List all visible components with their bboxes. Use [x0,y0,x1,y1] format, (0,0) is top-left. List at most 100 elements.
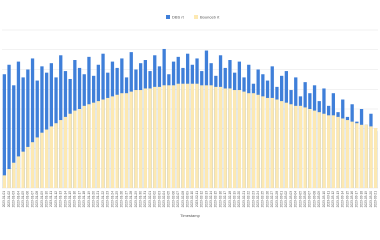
bar [134,90,138,188]
bar [120,93,124,188]
bar [35,80,39,188]
x-tick-label: 2023-01-20 [91,191,95,208]
bar [233,90,237,188]
bar [129,91,133,188]
x-tick-label: 2023-03-09 [317,191,321,208]
x-tick-label: 2023-02-27 [270,191,274,208]
x-tick-label: 2023-01-16 [73,191,77,208]
x-tick-label: 2023-02-13 [204,191,208,208]
bar [26,146,30,188]
bar [7,64,11,188]
bar [261,96,265,188]
bar [242,91,246,188]
bar [92,102,96,188]
x-tick-label: 2023-02-02 [153,191,157,208]
x-tick-label: 2023-01-19 [87,191,91,208]
bar [101,99,105,188]
x-tick-label: 2023-03-08 [312,191,316,208]
x-tick-label: 2023-02-10 [190,191,194,208]
x-tick-label: 2023-03-13 [336,191,340,208]
bar [49,63,53,188]
x-tick-label: 2023-02-07 [176,191,180,208]
x-tick-label: 2023-02-24 [256,191,260,208]
bar [162,85,166,188]
x-tick-label: 2023-01-31 [143,191,147,208]
bar [209,85,213,188]
x-tick-label: 2023-01-03 [12,191,16,208]
x-tick-label: 2023-01-18 [82,191,86,208]
x-tick-label: 2023-02-20 [237,191,241,208]
x-tick-label: 2023-01-05 [21,191,25,208]
bar [87,104,91,188]
x-tick-label: 2023-02-22 [247,191,251,208]
bar [322,113,326,188]
x-tick-label: 2023-01-23 [106,191,110,208]
bar [63,116,68,188]
x-tick-label: 2023-03-21 [373,191,377,208]
bar [181,83,185,188]
bar [200,85,204,188]
bar [374,127,378,188]
x-tick-label: 2023-02-08 [181,191,185,208]
x-tick-label: 2023-01-14 [63,191,67,208]
bar [345,120,350,188]
bar [256,94,260,188]
bar [16,156,21,188]
x-tick-label: 2023-02-12 [200,191,204,208]
x-tick-label: 2023-03-10 [322,191,326,208]
x-tick-label: 2023-02-06 [171,191,175,208]
bar [167,85,171,188]
bar [364,124,368,188]
bar [336,116,340,188]
x-tick-label: 2023-01-26 [120,191,124,208]
bar [350,121,354,188]
x-tick-label: 2023-02-03 [157,191,161,208]
bar [317,112,321,188]
legend-label: Bounceb rt [200,15,220,20]
bar [237,90,241,188]
x-tick-label: 2023-01-24 [110,191,114,208]
x-tick-label: 2023-02-05 [167,191,171,208]
bar [294,105,298,188]
legend-label: DBS rt [172,15,185,20]
legend-swatch [194,15,198,19]
x-tick-label: 2023-02-15 [214,191,218,208]
x-tick-label: 2023-01-28 [129,191,133,208]
x-tick-label: 2023-01-25 [115,191,119,208]
x-tick-label: 2023-03-07 [308,191,312,208]
bar [7,169,11,188]
bar [308,109,312,188]
x-tick-label: 2023-01-01 [2,191,6,208]
bar [124,93,129,188]
bar [96,101,100,188]
x-tick-label: 2023-01-07 [30,191,34,208]
x-tick-label: 2023-01-30 [138,191,142,208]
bar [289,104,293,188]
bar [298,105,303,188]
bar [82,105,86,188]
x-tick-label: 2023-02-23 [251,191,255,208]
x-tick-label: 2023-02-21 [242,191,246,208]
bar [77,109,82,188]
x-tick-label: 2023-03-18 [359,191,363,208]
x-tick-label: 2023-01-06 [26,191,30,208]
bar [284,102,288,188]
x-tick-label: 2023-02-26 [265,191,269,208]
x-tick-label: 2023-02-17 [223,191,227,208]
bar [190,83,194,188]
bar [148,88,152,188]
bar [251,93,256,188]
bar [30,58,35,188]
bar [143,88,147,188]
bar [35,137,39,188]
bar [195,83,199,188]
bar [223,88,227,188]
x-tick-label: 2023-01-08 [35,191,39,208]
bar [68,113,72,188]
bar [369,126,373,188]
x-tick-label: 2023-03-02 [284,191,288,208]
bar [341,118,345,188]
bar [12,162,16,188]
x-tick-label: 2023-03-15 [345,191,349,208]
x-tick-label: 2023-01-21 [96,191,100,208]
